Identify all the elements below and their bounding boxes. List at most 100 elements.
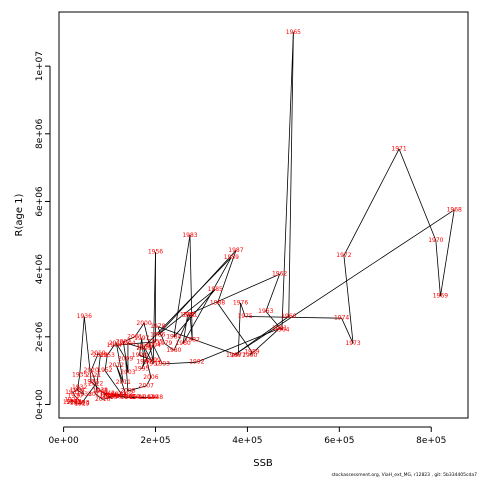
trajectory-segment bbox=[265, 274, 280, 312]
trajectory-segment bbox=[95, 355, 101, 395]
trajectory-segment bbox=[141, 345, 154, 370]
point-label: 1950 bbox=[125, 394, 140, 401]
trajectory-segment bbox=[93, 375, 97, 385]
y-tick-label: 2e+06 bbox=[35, 321, 45, 352]
point-label: 1930 bbox=[67, 393, 82, 400]
point-label: 2000 bbox=[136, 320, 151, 327]
point-label: 2021 bbox=[86, 372, 101, 379]
trajectory-segment bbox=[143, 323, 154, 361]
point-label: 1972 bbox=[336, 252, 351, 259]
trajectory-segment bbox=[162, 361, 197, 365]
point-label: 1936 bbox=[77, 313, 92, 320]
point-label: 1961 bbox=[180, 311, 195, 318]
point-label: 2017 bbox=[88, 391, 103, 398]
trajectory-segment bbox=[90, 381, 101, 391]
point-label: 1957 bbox=[146, 360, 161, 367]
point-label: 2007 bbox=[139, 382, 154, 389]
trajectory-segment bbox=[187, 273, 280, 316]
point-label: 1941 bbox=[111, 391, 126, 398]
trajectory-segment bbox=[72, 387, 80, 393]
point-label: 1966 bbox=[281, 313, 296, 320]
trajectory-segment bbox=[77, 389, 85, 395]
trajectory-segment bbox=[109, 395, 115, 399]
trajectory-segment bbox=[141, 338, 145, 363]
point-label: 1945 bbox=[120, 394, 135, 401]
trajectory-segment bbox=[217, 302, 253, 353]
point-label: 2014 bbox=[107, 393, 122, 400]
y-axis: 0e+00 2e+06 4e+06 6e+06 8e+06 1e+07 bbox=[35, 51, 51, 420]
trajectory-segment bbox=[81, 383, 97, 404]
point-label: 2018 bbox=[93, 352, 108, 359]
point-label: 1952 bbox=[97, 367, 112, 374]
trajectory-segment bbox=[157, 326, 166, 344]
trajectory-segment bbox=[196, 327, 280, 363]
point-label: 1954 bbox=[107, 342, 122, 349]
trajectory-segment bbox=[141, 362, 145, 370]
trajectory-segment bbox=[74, 395, 83, 405]
point-label: 1984 bbox=[166, 333, 181, 340]
point-label: 1964 bbox=[274, 327, 289, 334]
trajectory-segment bbox=[116, 343, 124, 383]
trajectory-segment bbox=[109, 394, 128, 399]
point-label: 2022 bbox=[88, 381, 103, 388]
point-label: 1992 bbox=[189, 359, 204, 366]
point-label: 1925 bbox=[63, 399, 78, 406]
trajectory-segment bbox=[281, 32, 294, 331]
trajectory-segment bbox=[240, 302, 246, 317]
point-label: 1970 bbox=[428, 237, 443, 244]
point-label: 2016 bbox=[95, 396, 110, 403]
trajectory-segment bbox=[127, 385, 147, 392]
trajectory-segment bbox=[440, 209, 455, 297]
trajectory-segment bbox=[97, 353, 101, 356]
point-label: 1944 bbox=[102, 391, 117, 398]
trajectory-segment bbox=[139, 338, 143, 356]
point-label: 1998 bbox=[132, 352, 147, 359]
trajectory-segment bbox=[73, 401, 78, 404]
point-label: 1988 bbox=[210, 299, 225, 306]
point-label: 1935 bbox=[72, 372, 87, 379]
trajectory-segment bbox=[76, 374, 81, 391]
trajectory-segment bbox=[79, 316, 85, 376]
trajectory-segment bbox=[189, 235, 193, 341]
trajectory-segment bbox=[237, 302, 241, 356]
y-tick-label: 8e+06 bbox=[35, 118, 45, 149]
point-label: 1938 bbox=[93, 387, 108, 394]
y-tick-label: 1e+07 bbox=[35, 51, 45, 81]
point-label: 1994 bbox=[146, 342, 161, 349]
trajectory-segment bbox=[116, 365, 127, 395]
point-label: 1974 bbox=[334, 315, 349, 322]
point-label: 2023 bbox=[74, 399, 89, 406]
trajectory-segment bbox=[90, 353, 99, 371]
point-label: 1949 bbox=[143, 394, 158, 401]
point-label: 2004 bbox=[120, 340, 135, 347]
point-label: 1934 bbox=[70, 387, 85, 394]
point-label: 1933 bbox=[77, 391, 92, 398]
point-label: 1932 bbox=[72, 384, 87, 391]
point-label: 1927 bbox=[66, 398, 81, 405]
point-label: 1979 bbox=[157, 340, 172, 347]
x-axis: 0e+00 2e+05 4e+05 6e+05 8e+05 bbox=[48, 426, 446, 446]
point-label: 1987 bbox=[228, 247, 243, 254]
point-label: 2019 bbox=[90, 350, 105, 357]
point-label: 1967 bbox=[226, 352, 241, 359]
trajectory-segment bbox=[83, 316, 92, 382]
point-label: 1965 bbox=[286, 29, 301, 36]
trajectory-segment bbox=[265, 311, 283, 331]
point-label: 1973 bbox=[345, 340, 360, 347]
point-label: 2020 bbox=[84, 367, 99, 374]
trajectory-segment bbox=[104, 355, 108, 371]
trajectory-segment bbox=[134, 323, 145, 338]
trajectory-segment bbox=[104, 370, 124, 397]
trajectory-segment bbox=[245, 316, 342, 319]
point-label: 1928 bbox=[70, 400, 85, 407]
point-label: 2013 bbox=[118, 391, 133, 398]
trajectory-segment bbox=[152, 345, 163, 365]
trajectory-segment bbox=[116, 343, 126, 359]
trajectory-segment bbox=[102, 397, 110, 400]
point-label: 1989 bbox=[244, 349, 259, 356]
point-label: 1963 bbox=[258, 308, 273, 315]
x-tick-label: 0e+00 bbox=[48, 436, 79, 446]
trajectory-segment bbox=[173, 289, 216, 338]
trajectory-segment bbox=[127, 343, 145, 350]
